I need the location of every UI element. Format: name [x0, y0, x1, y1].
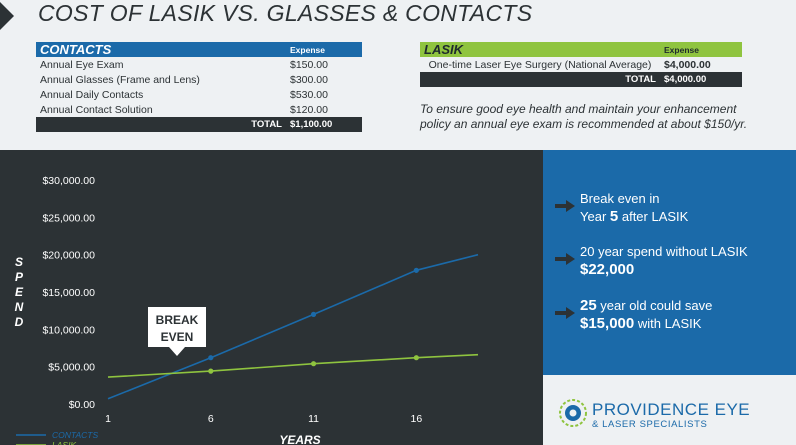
legend-label: LASIK [52, 440, 76, 445]
fact-highlight: 5 [609, 208, 619, 225]
row-item: Annual Contact Solution [40, 103, 153, 116]
series-line-lasik [107, 353, 479, 378]
total-value: $1,100.00 [286, 117, 362, 132]
data-point [208, 368, 214, 374]
total-value: $4,000.00 [660, 72, 742, 87]
x-tick-label: 1 [105, 413, 111, 425]
x-axis-ticks: 1 6 11 16 [105, 413, 422, 425]
table-row: Annual Glasses (Frame and Lens) $300.00 [36, 72, 362, 87]
data-point [413, 267, 419, 273]
title-arrow-icon [0, 2, 14, 30]
total-row: TOTAL $4,000.00 [420, 72, 742, 87]
y-tick-label: $10,000.00 [42, 324, 95, 336]
facts-panel [543, 150, 796, 375]
page-title: COST OF LASIK VS. GLASSES & CONTACTS [38, 0, 533, 26]
lasik-table-title: LASIK [424, 42, 463, 57]
contacts-table-title: CONTACTS [40, 42, 112, 57]
row-cost: $4,000.00 [664, 58, 711, 71]
logo-subtitle: & LASER SPECIALISTS [592, 419, 708, 430]
y-tick-label: $30,000.00 [42, 175, 95, 187]
x-axis-label: YEARS [279, 433, 320, 445]
data-point [413, 355, 419, 361]
fact-highlight: 25 [580, 297, 597, 314]
y-tick-label: $0.00 [69, 399, 95, 411]
break-even-label-2: EVEN [161, 330, 194, 344]
fact-text: 20 year spend without LASIK [580, 244, 748, 259]
row-item: Annual Daily Contacts [40, 88, 144, 101]
fact-highlight: $22,000 [580, 261, 635, 278]
spend-chart: $0.00 $5,000.00 $10,000.00 $15,000.00 $20,00… [16, 175, 479, 445]
arrow-right-icon [555, 200, 575, 212]
data-point [208, 355, 214, 361]
row-cost: $120.00 [290, 103, 328, 116]
fact-text: Year [580, 209, 610, 224]
eye-exam-note: To ensure good eye health and maintain y… [420, 102, 748, 131]
lasik-table: LASIK Expense One-time Laser Eye Surgery… [420, 42, 742, 87]
total-label: TOTAL [420, 72, 660, 87]
logo-name: PROVIDENCE EYE [592, 400, 751, 419]
fact-text: year old could save [596, 298, 713, 313]
total-label: TOTAL [36, 117, 286, 132]
chart-series [107, 253, 479, 400]
data-point [310, 311, 317, 317]
fact-text: Break even in [580, 191, 660, 206]
x-tick-label: 6 [208, 413, 214, 425]
break-even-callout: BREAK EVEN [148, 307, 206, 356]
break-even-bubble [148, 307, 206, 356]
fact-text: with LASIK [634, 316, 702, 331]
table-row: Annual Contact Solution $120.00 [36, 102, 362, 117]
y-tick-label: $15,000.00 [42, 287, 95, 299]
row-item: Annual Eye Exam [40, 58, 124, 71]
legend-label: CONTACTS [52, 430, 98, 440]
data-point [310, 361, 317, 367]
row-item: One-time Laser Eye Surgery (National Ave… [428, 58, 652, 71]
fact-highlight: $15,000 [580, 315, 635, 332]
table-row: Annual Eye Exam $150.00 [36, 57, 362, 72]
row-cost: $530.00 [290, 88, 328, 101]
table-row: One-time Laser Eye Surgery (National Ave… [420, 57, 742, 72]
y-axis-ticks: $0.00 $5,000.00 $10,000.00 $15,000.00 $20,00… [42, 175, 95, 411]
lasik-expense-header: Expense [660, 42, 742, 57]
row-cost: $300.00 [290, 73, 328, 86]
eye-logo-icon [559, 399, 587, 427]
y-tick-label: $25,000.00 [42, 212, 95, 224]
arrow-right-icon [555, 307, 575, 319]
table-row: Annual Daily Contacts $530.00 [36, 87, 362, 102]
contacts-table: CONTACTS Expense Annual Eye Exam $150.00 … [36, 42, 362, 132]
row-cost: $150.00 [290, 58, 328, 71]
contacts-expense-header: Expense [286, 42, 362, 57]
y-tick-label: $20,000.00 [42, 250, 95, 262]
y-tick-label: $5,000.00 [48, 362, 95, 374]
x-tick-label: 16 [410, 413, 422, 425]
x-tick-label: 11 [308, 413, 319, 425]
total-row: TOTAL $1,100.00 [36, 117, 362, 132]
arrow-right-icon [555, 253, 575, 265]
fact-text: after LASIK [618, 209, 689, 224]
row-item: Annual Glasses (Frame and Lens) [40, 73, 200, 86]
break-even-label-1: BREAK [156, 313, 199, 327]
